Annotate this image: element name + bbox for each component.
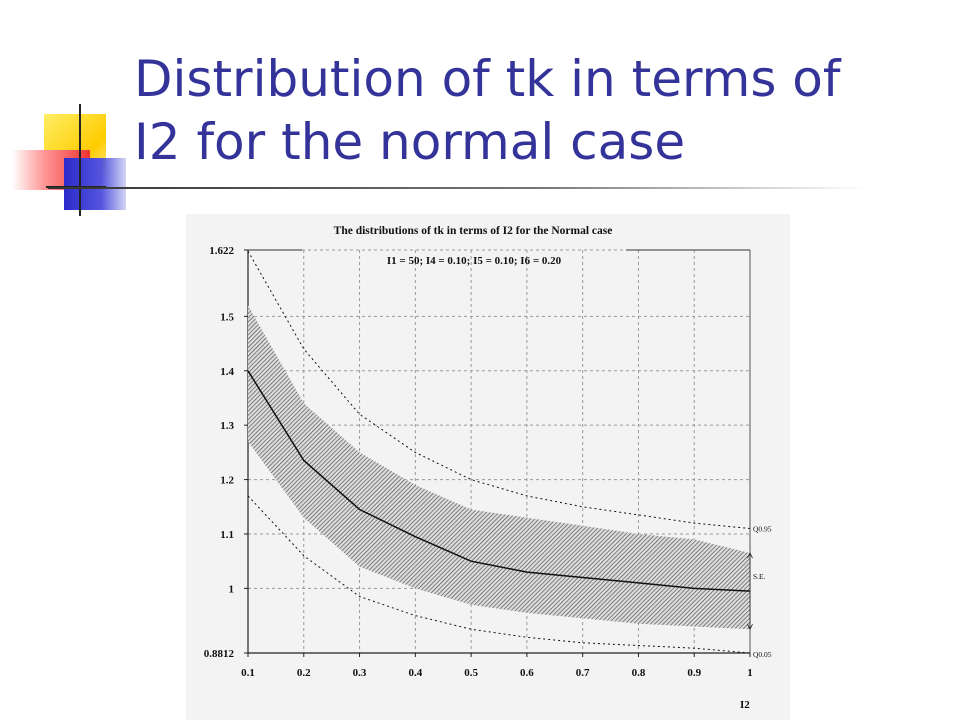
right-label-se: S.E. xyxy=(753,572,766,581)
x-tick-label: 0.8 xyxy=(632,667,646,679)
chart-subtitle: I1 = 50; I4 = 0.10; I5 = 0.10; I6 = 0.20 xyxy=(387,255,562,267)
se-arrow-head-bottom xyxy=(747,623,753,631)
right-label-q095: Q0.95 xyxy=(753,525,772,534)
title-underline xyxy=(48,187,868,189)
slide-title-line-1: Distribution of tk in terms of xyxy=(134,50,841,108)
y-tick-label: 1.2 xyxy=(220,475,234,487)
x-tick-label: 0.1 xyxy=(241,667,255,679)
series-lines xyxy=(247,250,753,654)
se-arrow-head-top xyxy=(747,552,753,559)
x-tick-label: 0.7 xyxy=(576,667,590,679)
y-tick-label: 1 xyxy=(229,583,235,595)
x-tick-label: 0.6 xyxy=(520,667,534,679)
x-tick-label: 0.3 xyxy=(353,667,367,679)
right-label-q005: Q0.05 xyxy=(753,650,772,659)
y-tick-label: 1.5 xyxy=(220,311,234,323)
series-line-q095 xyxy=(247,250,751,529)
distribution-chart: The distributions of tk in terms of I2 f… xyxy=(204,225,772,711)
decor-vertical-line xyxy=(79,104,81,216)
x-tick-label: 1 xyxy=(747,667,753,679)
x-tick-label: 0.9 xyxy=(687,667,701,679)
y-tick-label: 1.622 xyxy=(209,245,234,257)
x-tick-label: 0.4 xyxy=(408,667,422,679)
x-tick-label: 0.5 xyxy=(464,667,478,679)
y-tick-label: 1.4 xyxy=(220,366,234,378)
x-tick-label: 0.2 xyxy=(297,667,311,679)
series-line-q005 xyxy=(247,495,751,654)
series-line-main xyxy=(247,370,751,592)
x-axis-label: I2 xyxy=(740,699,750,711)
chart-labels: The distributions of tk in terms of I2 f… xyxy=(204,225,772,711)
decor-blue-square xyxy=(64,158,126,210)
standard-error-band xyxy=(248,305,750,630)
chart-title: The distributions of tk in terms of I2 f… xyxy=(334,225,613,237)
y-tick-label: 1.1 xyxy=(220,529,234,541)
y-tick-label: 1.3 xyxy=(220,420,234,432)
y-tick-label: 0.8812 xyxy=(204,648,235,660)
slide-title: Distribution of tk in terms of I2 for th… xyxy=(134,48,934,174)
slide-title-line-2: I2 for the normal case xyxy=(134,113,686,171)
